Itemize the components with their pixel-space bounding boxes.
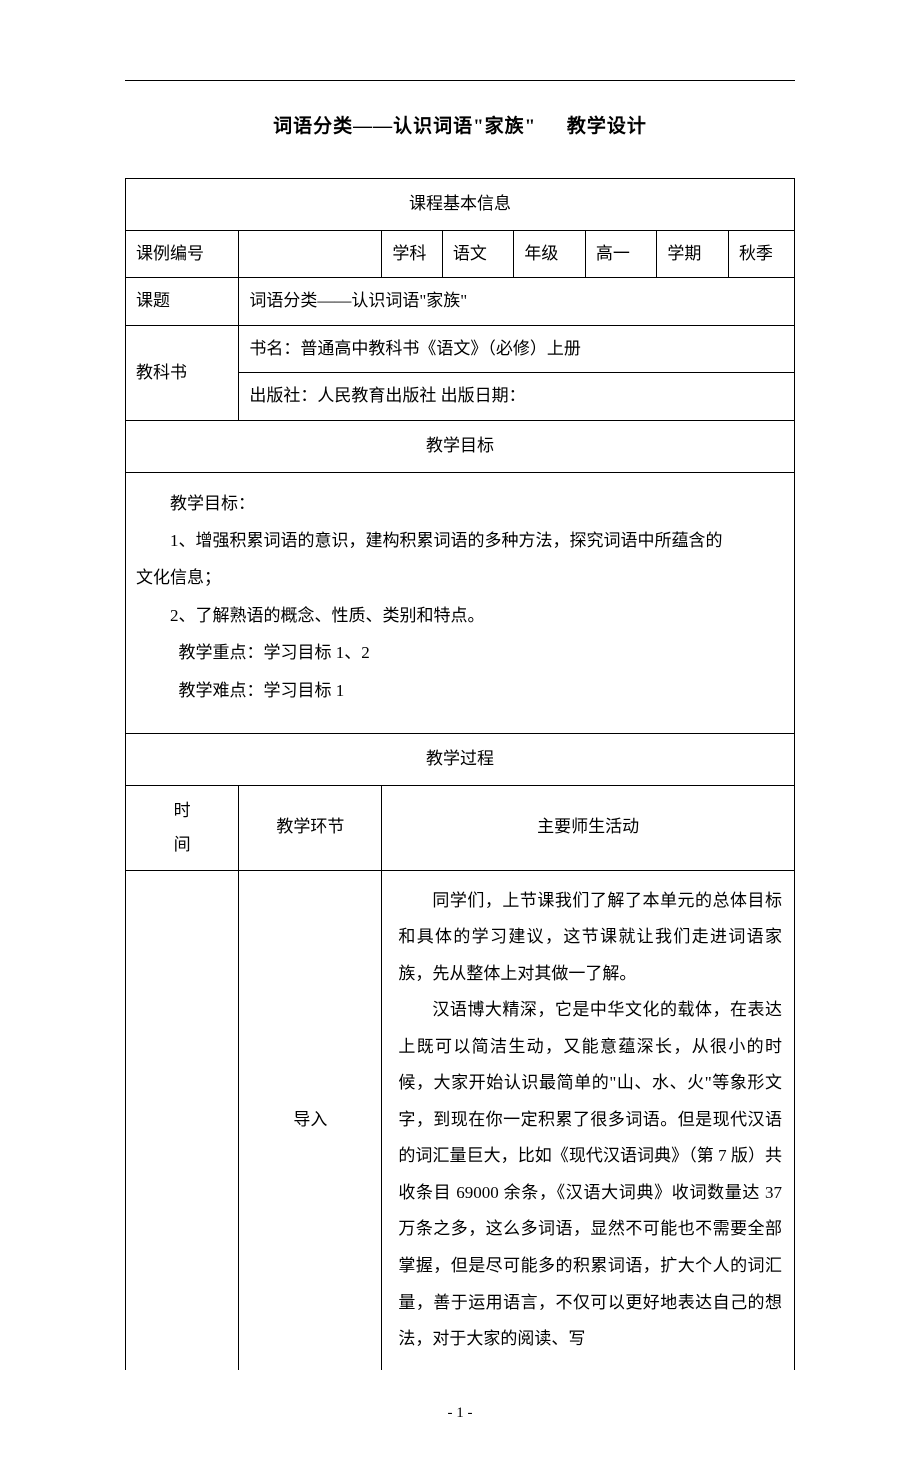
title-part2: 教学设计 <box>567 116 647 137</box>
process-stage-1: 导入 <box>239 870 382 1370</box>
value-textbook-publisher: 出版社：人民教育出版社 出版日期： <box>239 373 795 421</box>
info-row-3a: 教科书 书名：普通高中教科书《语文》（必修）上册 <box>126 325 795 373</box>
info-row-2: 课题 词语分类——认识词语"家族" <box>126 278 795 326</box>
label-semester: 学期 <box>657 230 729 278</box>
section-goals-row: 教学目标 <box>126 420 795 472</box>
goals-difficulty: 教学难点：学习目标 1 <box>136 672 784 709</box>
document-title: 词语分类——认识词语"家族" 教学设计 <box>125 111 795 138</box>
goals-focus: 教学重点：学习目标 1、2 <box>136 634 784 671</box>
time-char1: 时 <box>174 801 191 820</box>
section-process-row: 教学过程 <box>126 733 795 785</box>
process-activity-1: 同学们，上节课我们了解了本单元的总体目标和具体的学习建议，这节课就让我们走进词语… <box>382 870 795 1370</box>
process-header-row: 时 间 教学环节 主要师生活动 <box>126 785 795 870</box>
section-teaching-goals: 教学目标 <box>126 420 795 472</box>
time-char2: 间 <box>174 835 191 854</box>
label-course-id: 课例编号 <box>126 230 239 278</box>
label-topic: 课题 <box>126 278 239 326</box>
value-semester: 秋季 <box>728 230 794 278</box>
title-part1: 词语分类——认识词语"家族" <box>273 116 536 137</box>
value-course-id <box>239 230 382 278</box>
header-separator <box>125 80 795 81</box>
header-activity: 主要师生活动 <box>382 785 795 870</box>
label-textbook: 教科书 <box>126 325 239 420</box>
value-topic: 词语分类——认识词语"家族" <box>239 278 795 326</box>
process-time-1 <box>126 870 239 1370</box>
main-table: 课程基本信息 课例编号 学科 语文 年级 高一 学期 秋季 课题 词语分类——认… <box>125 178 795 1370</box>
goals-header: 教学目标： <box>136 485 784 522</box>
goals-content: 教学目标： 1、增强积累词语的意识，建构积累词语的多种方法，探究词语中所蕴含的 … <box>126 472 795 733</box>
page-number: - 1 - <box>125 1405 795 1422</box>
goals-row: 教学目标： 1、增强积累词语的意识，建构积累词语的多种方法，探究词语中所蕴含的 … <box>126 472 795 733</box>
value-textbook-name: 书名：普通高中教科书《语文》（必修）上册 <box>239 325 795 373</box>
section-teaching-process: 教学过程 <box>126 733 795 785</box>
process-row-1: 导入 同学们，上节课我们了解了本单元的总体目标和具体的学习建议，这节课就让我们走… <box>126 870 795 1370</box>
header-stage: 教学环节 <box>239 785 382 870</box>
info-row-1: 课例编号 学科 语文 年级 高一 学期 秋季 <box>126 230 795 278</box>
goals-item1: 1、增强积累词语的意识，建构积累词语的多种方法，探究词语中所蕴含的 <box>136 522 784 559</box>
activity-p2: 汉语博大精深，它是中华文化的载体，在表达上既可以简洁生动，又能意蕴深长，从很小的… <box>398 992 782 1357</box>
goals-item1-cont: 文化信息； <box>136 559 784 596</box>
section-basic-info-row: 课程基本信息 <box>126 179 795 231</box>
label-subject: 学科 <box>382 230 443 278</box>
header-time: 时 间 <box>126 785 239 870</box>
section-basic-info: 课程基本信息 <box>126 179 795 231</box>
label-grade: 年级 <box>514 230 586 278</box>
goals-item2: 2、了解熟语的概念、性质、类别和特点。 <box>136 597 784 634</box>
activity-p1: 同学们，上节课我们了解了本单元的总体目标和具体的学习建议，这节课就让我们走进词语… <box>398 883 782 993</box>
value-grade: 高一 <box>585 230 657 278</box>
value-subject: 语文 <box>442 230 514 278</box>
